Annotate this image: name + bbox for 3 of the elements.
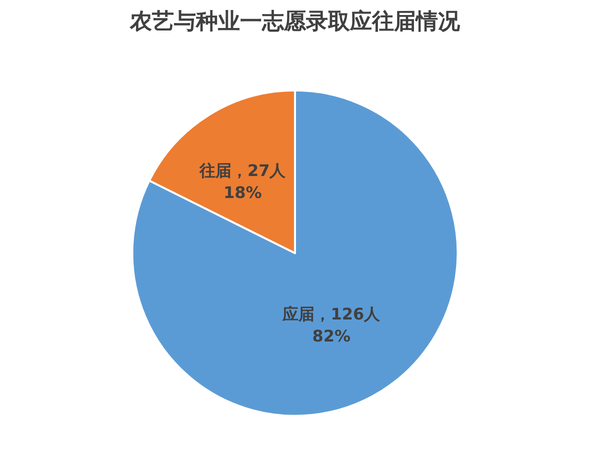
slice-label: 应届 bbox=[282, 304, 315, 324]
data-label: ，126人 82% bbox=[312, 304, 382, 346]
chart-title: 农艺与种业一志愿录取应往届情况 bbox=[129, 8, 461, 34]
